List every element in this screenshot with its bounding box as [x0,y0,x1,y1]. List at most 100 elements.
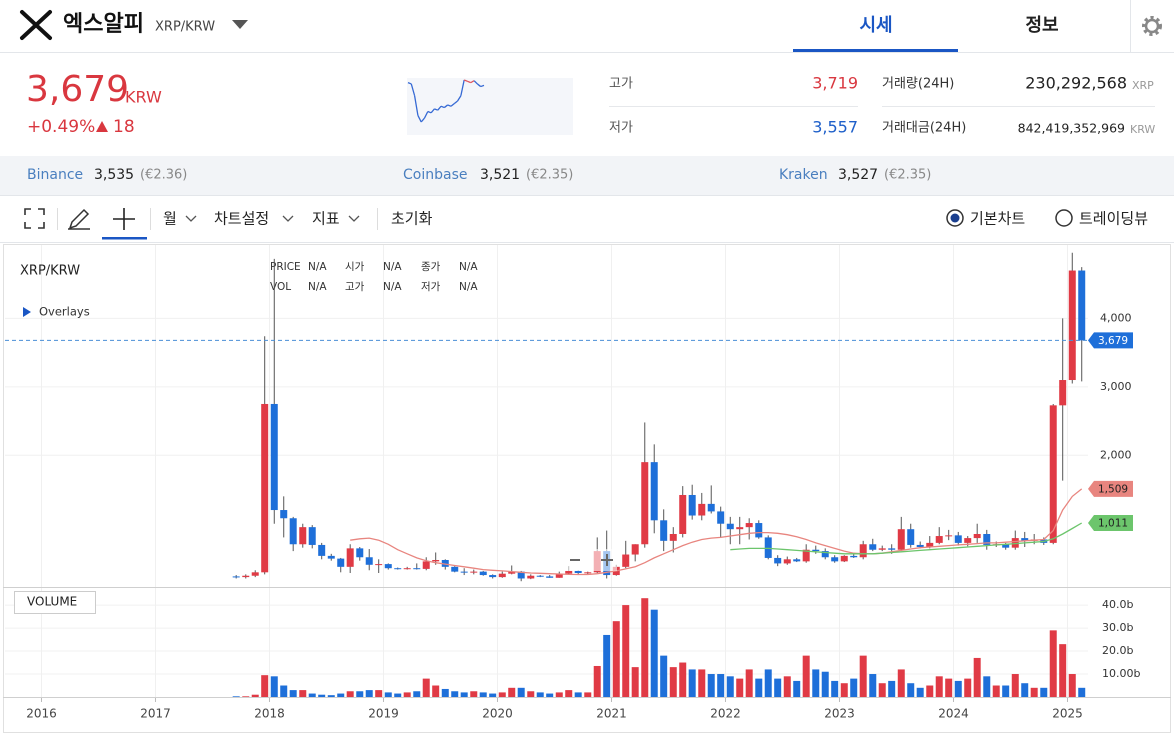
view-option[interactable]: 기본차트 [970,210,1025,228]
tab-indicator [793,49,958,52]
volume-bar [546,693,554,697]
candle-body [1002,544,1010,548]
volume-bar [261,675,269,697]
exchange-eur: (€2.36) [140,168,187,183]
volume-bar [536,692,544,697]
volume-bar [232,696,240,697]
candle-body [536,575,544,577]
change-percent: +0.49% [27,117,95,137]
exchange-eur: (€2.35) [884,168,931,183]
candle-body [717,511,725,524]
tab[interactable]: 정보 [1025,15,1058,36]
volume-bar [793,680,801,697]
volume-bar [384,692,392,697]
volume-tick-label: 40.0b [1102,598,1133,611]
stat-value: 3,557 [812,118,858,137]
candle-body [318,544,326,556]
volume-bar [964,678,972,697]
up-arrow [96,121,108,132]
volume-bar [289,690,297,697]
candle-body [726,523,734,530]
candle-body [774,557,782,564]
overlays-toggle[interactable] [23,307,31,317]
volume-bar [840,683,848,697]
sparkline [407,79,485,123]
candle-body [365,557,373,565]
candle-body [470,571,478,573]
gear-body [1144,18,1160,34]
crosshair-icon[interactable] [113,208,135,230]
candle-body [479,571,487,576]
sparkline-segment [447,104,452,107]
volume-bar [413,691,421,697]
volume-bar [631,667,639,697]
volume-bar [603,634,611,697]
volume-bar [365,690,373,697]
toolbar-item[interactable]: 차트설정 [214,210,269,228]
info-label: N/A [459,261,478,273]
volume-bar [242,696,250,697]
info-label: 시가 [345,261,365,273]
candle-body [346,548,354,567]
candle-body [935,536,943,543]
volume-bar [432,685,440,697]
candle-body [669,533,677,541]
overlays-label[interactable]: Overlays [39,305,90,319]
radio[interactable] [1055,209,1073,227]
candle-body [660,520,668,541]
candle-body [261,403,269,573]
volume-bar [850,678,858,697]
volume-bar [1049,630,1057,697]
settings-icon[interactable] [1142,16,1162,36]
candle-body [802,549,810,562]
volume-bar [346,691,354,697]
candle-body [973,533,981,539]
volume-bar [1040,687,1048,697]
volume-bar [498,692,506,697]
toolbar-item[interactable]: 초기화 [391,210,433,228]
exchange-eur: (€2.35) [526,168,573,183]
volume-bar [422,678,430,697]
fullscreen-icon[interactable] [24,208,45,229]
candle-body [831,557,839,562]
price-tag-label: 1,011 [1098,517,1128,529]
volume-bar [669,667,677,697]
volume-bar [1078,687,1086,697]
candle-body [755,523,763,538]
sparkline-segment [443,104,449,109]
stat-label: 저가 [609,121,633,136]
toolbar-item[interactable]: 월 [163,210,177,228]
sparkline-segment [417,115,422,123]
info-label: N/A [383,261,402,273]
volume-bar [622,605,630,697]
zoom-in[interactable] [601,554,613,566]
volume-bar [650,609,658,697]
chevron [348,215,360,222]
volume-bar [831,680,839,697]
toolbar-item[interactable]: 지표 [312,210,340,228]
stat-value: 3,719 [812,74,858,93]
view-option[interactable]: 트레이딩뷰 [1079,210,1148,228]
volume-label: VOLUME [27,595,77,609]
draw-icon[interactable] [68,208,90,230]
chart: 2016 2017 2018 2019 2020 2021 2022 2023 2024 2025… [3,245,1171,721]
gear-teeth [1142,16,1162,36]
candle-body [821,551,829,558]
volume-box [14,591,96,614]
volume-bar [916,687,924,697]
candle-body [1068,270,1076,381]
candle-body [736,527,744,530]
x-tick-label: 2020 [482,707,513,721]
candle-body [783,559,791,564]
candle-body [698,503,706,516]
dropdown-arrow[interactable] [232,20,248,29]
exchange-price: 3,527 [838,167,878,183]
volume-tick-label: 30.0b [1102,621,1133,634]
tab[interactable]: 시세 [859,15,892,36]
zoom-controls[interactable] [565,549,617,571]
candle-body [964,538,972,543]
volume-bar [489,693,497,697]
sparkline-segment [423,111,429,119]
volume-bar [679,662,687,697]
